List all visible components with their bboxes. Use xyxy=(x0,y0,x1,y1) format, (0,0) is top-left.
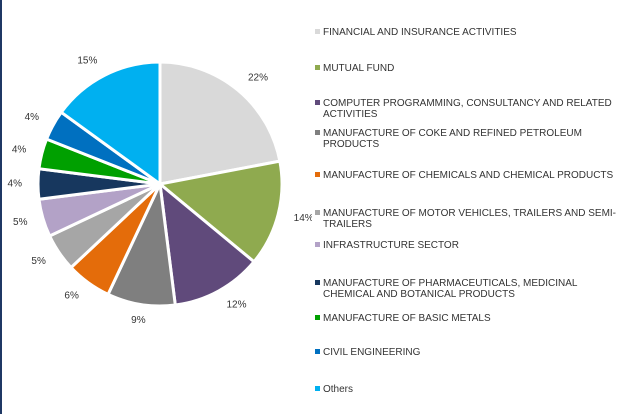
slice-label: 12% xyxy=(226,300,246,311)
legend-swatch xyxy=(315,65,320,70)
legend-item: CIVIL ENGINEERING xyxy=(315,347,623,358)
legend-item: FINANCIAL AND INSURANCE ACTIVITIES xyxy=(315,27,623,38)
legend-label: MUTUAL FUND xyxy=(323,63,395,74)
slice-label: 9% xyxy=(131,315,146,326)
slice-label: 4% xyxy=(8,179,23,190)
slice-label: 6% xyxy=(64,290,79,301)
legend-label: MANUFACTURE OF CHEMICALS AND CHEMICAL PR… xyxy=(323,170,614,181)
legend-swatch xyxy=(315,29,320,34)
legend-swatch xyxy=(315,130,320,135)
slice-label: 4% xyxy=(12,144,27,155)
legend-swatch xyxy=(315,349,320,354)
legend-swatch xyxy=(315,280,320,285)
pie-slice xyxy=(156,159,284,264)
legend-item: MUTUAL FUND xyxy=(315,63,623,74)
legend-swatch xyxy=(315,386,320,391)
legend-item: MANUFACTURE OF BASIC METALS xyxy=(315,313,623,324)
legend-label: Others xyxy=(323,384,354,395)
legend-swatch xyxy=(315,242,320,247)
legend-swatch xyxy=(315,315,320,320)
legend-swatch xyxy=(315,172,320,177)
legend-label: INFRASTRUCTURE SECTOR xyxy=(323,240,459,251)
legend-label: MANUFACTURE OF MOTOR VEHICLES, TRAILERS … xyxy=(323,208,617,230)
legend-item: MANUFACTURE OF COKE AND REFINED PETROLEU… xyxy=(315,128,623,150)
slice-label: 22% xyxy=(248,72,268,83)
legend-swatch xyxy=(315,210,320,215)
pie-slice xyxy=(158,180,257,307)
legend-item: COMPUTER PROGRAMMING, CONSULTANCY AND RE… xyxy=(315,98,623,120)
legend-item: INFRASTRUCTURE SECTOR xyxy=(315,240,623,251)
legend-item: Others xyxy=(315,384,623,395)
legend-label: MANUFACTURE OF COKE AND REFINED PETROLEU… xyxy=(323,128,582,150)
legend-item: MANUFACTURE OF MOTOR VEHICLES, TRAILERS … xyxy=(315,208,623,230)
legend-label: MANUFACTURE OF PHARMACEUTICALS, MEDICINA… xyxy=(323,278,578,300)
slice-label: 15% xyxy=(77,56,97,67)
slice-label: 14% xyxy=(294,213,312,224)
legend-item: MANUFACTURE OF CHEMICALS AND CHEMICAL PR… xyxy=(315,170,623,181)
legend-swatch xyxy=(315,100,320,105)
pie-slice xyxy=(59,60,162,187)
slice-label: 5% xyxy=(13,217,28,228)
legend-item: MANUFACTURE OF PHARMACEUTICALS, MEDICINA… xyxy=(315,278,623,300)
pie-slice xyxy=(158,60,282,186)
legend-label: CIVIL ENGINEERING xyxy=(323,347,421,358)
legend-label: FINANCIAL AND INSURANCE ACTIVITIES xyxy=(323,27,517,38)
legend-label: MANUFACTURE OF BASIC METALS xyxy=(323,313,491,324)
slice-label: 4% xyxy=(25,112,40,123)
pie: 22% 14% 12% 9% 6% 5% 5% 4% 4% 4% 15% xyxy=(8,56,312,326)
slice-label: 5% xyxy=(31,256,46,267)
legend-label: COMPUTER PROGRAMMING, CONSULTANCY AND RE… xyxy=(323,98,612,120)
